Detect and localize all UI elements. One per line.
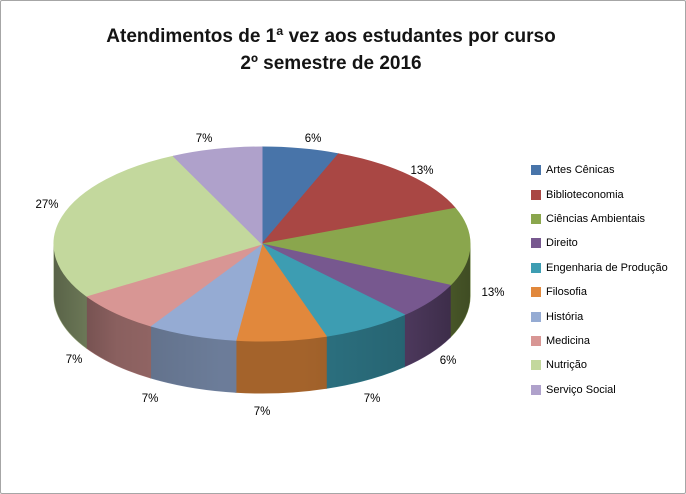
legend-item-6: Filosofia xyxy=(531,280,668,304)
legend-label: Direito xyxy=(546,237,578,250)
percent-label: 6% xyxy=(305,133,322,145)
legend-label: Filosofia xyxy=(546,286,587,299)
chart-title: Atendimentos de 1ª vez aos estudantes po… xyxy=(1,23,661,77)
legend-label: Ciências Ambientais xyxy=(546,212,646,225)
legend-item-3: Ciências Ambientais xyxy=(531,207,668,231)
legend-item-9: Nutrição xyxy=(531,353,668,377)
pie-slice-9 xyxy=(53,155,263,297)
legend-swatch xyxy=(531,287,541,298)
legend-swatch xyxy=(531,384,541,395)
percent-label: 13% xyxy=(481,287,504,299)
legend-swatch xyxy=(531,165,541,176)
legend-item-5: Engenharia de Produção xyxy=(531,256,668,280)
percent-label: 7% xyxy=(196,133,213,145)
legend-swatch xyxy=(531,189,541,200)
legend-label: Engenharia de Produção xyxy=(546,261,668,274)
legend-swatch xyxy=(531,311,541,322)
percent-label: 7% xyxy=(254,406,271,418)
chart-legend: Artes Cênicas Biblioteconomia Ciências Amb… xyxy=(531,158,668,402)
legend-label: Serviço Social xyxy=(546,383,616,396)
chart-title-line1: Atendimentos de 1ª vez aos estudantes po… xyxy=(106,26,556,47)
percent-label: 27% xyxy=(35,199,58,211)
legend-item-1: Artes Cênicas xyxy=(531,158,668,182)
pie-slice-2 xyxy=(261,153,456,245)
pie-rim-shading xyxy=(54,244,470,393)
legend-item-10: Serviço Social xyxy=(531,378,668,402)
legend-swatch xyxy=(531,238,541,249)
chart-title-line2: 2º semestre de 2016 xyxy=(240,53,422,74)
pie-slice-3 xyxy=(261,207,471,286)
pie-slice-10 xyxy=(172,146,263,245)
legend-label: Medicina xyxy=(546,334,591,347)
legend-item-4: Direito xyxy=(531,231,668,255)
legend-swatch xyxy=(531,213,541,224)
percent-label: 7% xyxy=(142,393,159,405)
percent-label: 7% xyxy=(66,354,83,366)
legend-item-7: História xyxy=(531,304,668,328)
percent-label: 6% xyxy=(440,355,457,367)
legend-swatch xyxy=(531,335,541,346)
legend-item-2: Biblioteconomia xyxy=(531,182,668,206)
legend-label: Artes Cênicas xyxy=(546,164,615,177)
legend-swatch xyxy=(531,262,541,273)
legend-item-8: Medicina xyxy=(531,329,668,353)
legend-label: História xyxy=(546,310,584,323)
legend-swatch xyxy=(531,360,541,371)
percent-label: 7% xyxy=(364,393,381,405)
percent-label: 13% xyxy=(410,165,433,177)
legend-label: Biblioteconomia xyxy=(546,188,624,201)
legend-label: Nutrição xyxy=(546,359,587,372)
